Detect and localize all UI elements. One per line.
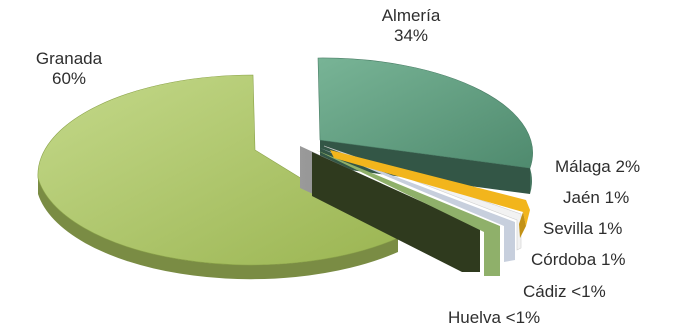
slice-side-granada: [38, 178, 398, 280]
slice-label-almeria: Almería: [381, 6, 441, 25]
slice-value-almeria: 34%: [393, 26, 429, 45]
slice-cadiz: [316, 150, 500, 276]
slice-value-sevilla: 1%: [597, 219, 623, 238]
slice-label-jaen: Jaén: [563, 188, 600, 207]
slice-malaga: [330, 150, 530, 226]
slice-value-cordoba: 1%: [600, 250, 626, 269]
slice-value-cadiz: <1%: [571, 282, 606, 301]
slice-label-malaga: Málaga: [555, 157, 611, 176]
slice-value-huelva: <1%: [505, 308, 541, 327]
slice-jaen: [323, 145, 522, 251]
slice-label-huelva: Huelva: [448, 308, 501, 327]
slice-value-malaga: 2%: [615, 157, 641, 176]
slice-almeria: [317, 57, 533, 169]
slice-inner-almeria: [320, 140, 530, 194]
slice-value-granada: 60%: [51, 69, 87, 88]
slice-cordoba: [312, 152, 480, 272]
slice-label-cadiz: Cádiz: [523, 282, 567, 301]
slice-label-granada: Granada: [35, 49, 103, 68]
slice-value-jaen: 1%: [604, 188, 630, 207]
slice-granada: [37, 74, 399, 266]
slice-label-cordoba: Córdoba: [531, 250, 597, 269]
slice-side-malaga: [519, 212, 526, 238]
slice-label-sevilla: Sevilla: [543, 219, 594, 238]
